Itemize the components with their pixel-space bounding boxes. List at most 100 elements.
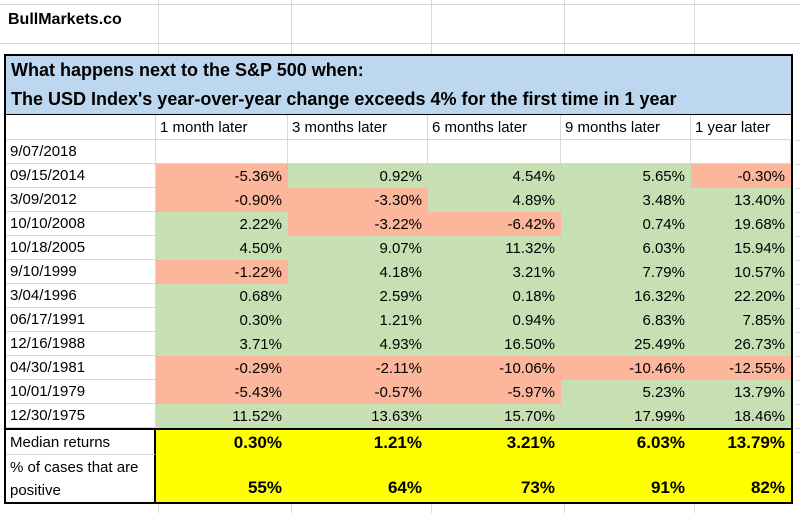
- value-cell[interactable]: 16.50%: [428, 332, 561, 356]
- percent-positive-label[interactable]: % of cases that are positive: [6, 455, 156, 502]
- date-cell[interactable]: 3/09/2012: [6, 188, 156, 212]
- value-cell[interactable]: 19.68%: [691, 212, 791, 236]
- date-cell[interactable]: 12/16/1988: [6, 332, 156, 356]
- value-cell[interactable]: 3.48%: [561, 188, 691, 212]
- value-cell[interactable]: 5.23%: [561, 380, 691, 404]
- value-cell[interactable]: 17.99%: [561, 404, 691, 428]
- value-cell[interactable]: -10.46%: [561, 356, 691, 380]
- header-1-month[interactable]: 1 month later: [156, 115, 288, 140]
- value-cell[interactable]: 11.32%: [428, 236, 561, 260]
- value-cell[interactable]: -1.22%: [156, 260, 288, 284]
- value-cell[interactable]: 6.03%: [561, 236, 691, 260]
- value-cell[interactable]: 4.18%: [288, 260, 428, 284]
- date-cell[interactable]: 9/10/1999: [6, 260, 156, 284]
- date-cell[interactable]: 12/30/1975: [6, 404, 156, 428]
- value-cell[interactable]: 3.71%: [156, 332, 288, 356]
- value-cell[interactable]: -0.30%: [691, 164, 791, 188]
- value-cell[interactable]: -6.42%: [428, 212, 561, 236]
- date-cell[interactable]: 10/01/1979: [6, 380, 156, 404]
- header-6-months[interactable]: 6 months later: [428, 115, 561, 140]
- date-cell[interactable]: 10/10/2008: [6, 212, 156, 236]
- sheet-gridline: [564, 504, 565, 513]
- value-cell[interactable]: [288, 140, 428, 164]
- date-cell[interactable]: 06/17/1991: [6, 308, 156, 332]
- value-cell[interactable]: 15.70%: [428, 404, 561, 428]
- value-cell[interactable]: 0.68%: [156, 284, 288, 308]
- median-value-cell[interactable]: 13.79%: [691, 428, 791, 455]
- value-cell[interactable]: 0.18%: [428, 284, 561, 308]
- value-cell[interactable]: -3.30%: [288, 188, 428, 212]
- value-cell[interactable]: -5.43%: [156, 380, 288, 404]
- value-cell[interactable]: 26.73%: [691, 332, 791, 356]
- percent-positive-cell[interactable]: 91%: [561, 455, 691, 502]
- date-cell[interactable]: 09/15/2014: [6, 164, 156, 188]
- value-cell[interactable]: [156, 140, 288, 164]
- median-value-cell[interactable]: 3.21%: [428, 428, 561, 455]
- header-1-year[interactable]: 1 year later: [691, 115, 791, 140]
- value-cell[interactable]: 0.74%: [561, 212, 691, 236]
- header-9-months[interactable]: 9 months later: [561, 115, 691, 140]
- value-cell[interactable]: 15.94%: [691, 236, 791, 260]
- percent-positive-cell[interactable]: 55%: [156, 455, 288, 502]
- table-grid: 1 month later 3 months later 6 months la…: [6, 115, 791, 502]
- sheet-gridline: [795, 140, 800, 456]
- percent-positive-cell[interactable]: 64%: [288, 455, 428, 502]
- value-cell[interactable]: 13.40%: [691, 188, 791, 212]
- value-cell[interactable]: 2.59%: [288, 284, 428, 308]
- value-cell[interactable]: -12.55%: [691, 356, 791, 380]
- percent-positive-cell[interactable]: 73%: [428, 455, 561, 502]
- value-cell[interactable]: 3.21%: [428, 260, 561, 284]
- value-cell[interactable]: 0.94%: [428, 308, 561, 332]
- value-cell[interactable]: 0.30%: [156, 308, 288, 332]
- sheet-gridline: [291, 504, 292, 513]
- value-cell[interactable]: 6.83%: [561, 308, 691, 332]
- value-cell[interactable]: -0.29%: [156, 356, 288, 380]
- sheet-gridline: [158, 504, 159, 513]
- value-cell[interactable]: -0.90%: [156, 188, 288, 212]
- value-cell[interactable]: 4.54%: [428, 164, 561, 188]
- value-cell[interactable]: 13.63%: [288, 404, 428, 428]
- value-cell[interactable]: 18.46%: [691, 404, 791, 428]
- value-cell[interactable]: 0.92%: [288, 164, 428, 188]
- value-cell[interactable]: 13.79%: [691, 380, 791, 404]
- value-cell[interactable]: 9.07%: [288, 236, 428, 260]
- sheet-gridline: [0, 4, 800, 5]
- value-cell[interactable]: -5.97%: [428, 380, 561, 404]
- title-line-1: What happens next to the S&P 500 when:: [11, 60, 364, 80]
- value-cell[interactable]: 11.52%: [156, 404, 288, 428]
- date-cell[interactable]: 3/04/1996: [6, 284, 156, 308]
- median-value-cell[interactable]: 6.03%: [561, 428, 691, 455]
- value-cell[interactable]: 16.32%: [561, 284, 691, 308]
- median-returns-label[interactable]: Median returns: [6, 428, 156, 455]
- value-cell[interactable]: 7.79%: [561, 260, 691, 284]
- date-cell[interactable]: 9/07/2018: [6, 140, 156, 164]
- value-cell[interactable]: [691, 140, 791, 164]
- value-cell[interactable]: 7.85%: [691, 308, 791, 332]
- value-cell[interactable]: -10.06%: [428, 356, 561, 380]
- value-cell[interactable]: 4.50%: [156, 236, 288, 260]
- table-title[interactable]: What happens next to the S&P 500 when: T…: [6, 56, 791, 115]
- value-cell[interactable]: 4.89%: [428, 188, 561, 212]
- value-cell[interactable]: 4.93%: [288, 332, 428, 356]
- value-cell[interactable]: 5.65%: [561, 164, 691, 188]
- sheet-gridline: [564, 0, 565, 54]
- value-cell[interactable]: 22.20%: [691, 284, 791, 308]
- header-3-months[interactable]: 3 months later: [288, 115, 428, 140]
- median-value-cell[interactable]: 1.21%: [288, 428, 428, 455]
- sheet-gridline: [694, 0, 695, 54]
- value-cell[interactable]: -3.22%: [288, 212, 428, 236]
- value-cell[interactable]: -5.36%: [156, 164, 288, 188]
- value-cell[interactable]: -2.11%: [288, 356, 428, 380]
- value-cell[interactable]: -0.57%: [288, 380, 428, 404]
- value-cell[interactable]: 2.22%: [156, 212, 288, 236]
- date-cell[interactable]: 10/18/2005: [6, 236, 156, 260]
- value-cell[interactable]: 10.57%: [691, 260, 791, 284]
- value-cell[interactable]: 1.21%: [288, 308, 428, 332]
- percent-positive-cell[interactable]: 82%: [691, 455, 791, 502]
- median-value-cell[interactable]: 0.30%: [156, 428, 288, 455]
- header-corner-cell[interactable]: [6, 115, 156, 140]
- value-cell[interactable]: 25.49%: [561, 332, 691, 356]
- date-cell[interactable]: 04/30/1981: [6, 356, 156, 380]
- value-cell[interactable]: [428, 140, 561, 164]
- value-cell[interactable]: [561, 140, 691, 164]
